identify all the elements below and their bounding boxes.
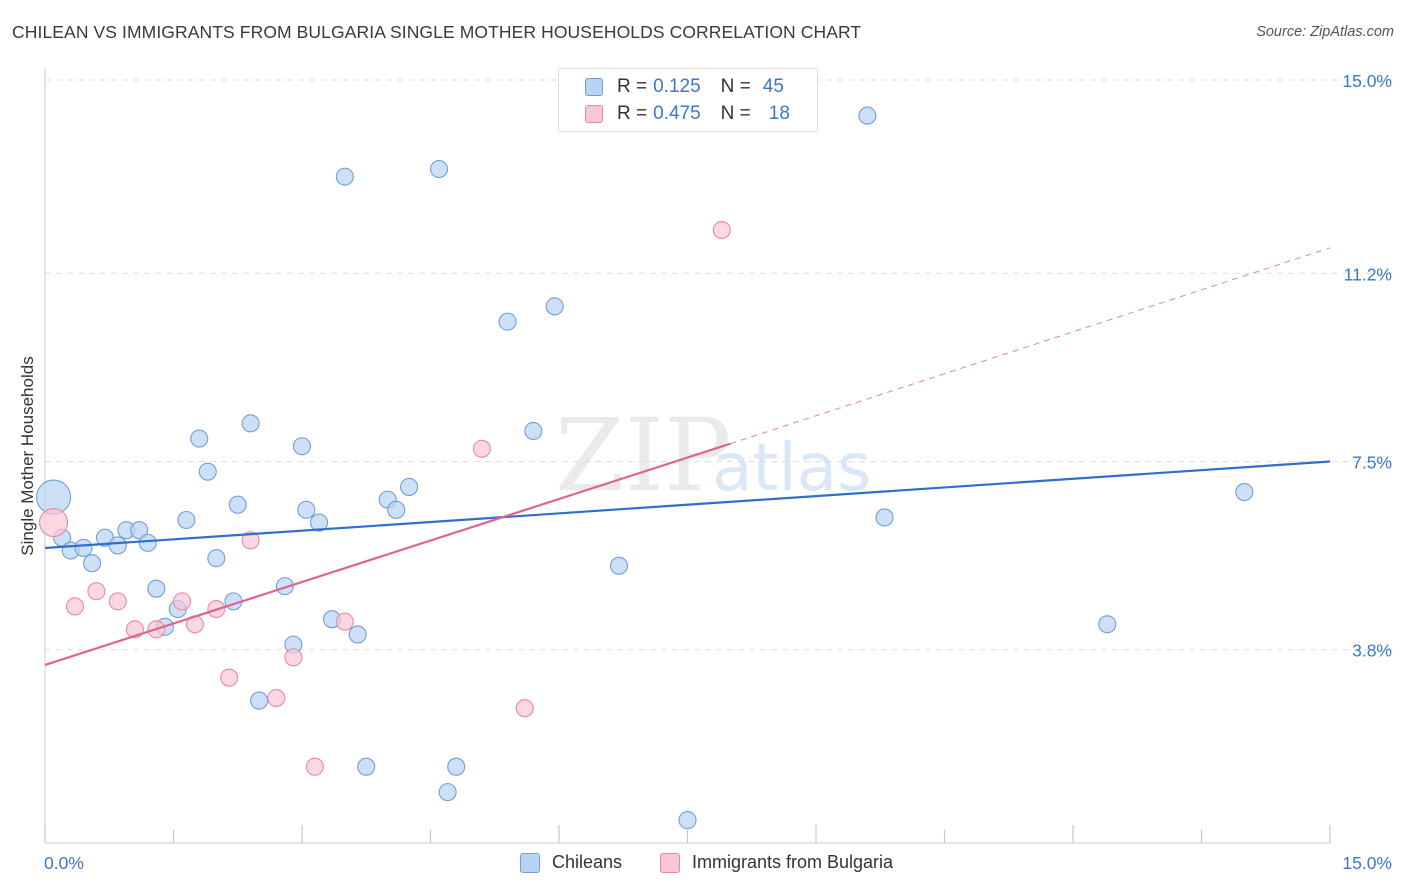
legend-item-chileans: Chileans (520, 852, 622, 873)
chilean-point (400, 477, 419, 496)
watermark-zip: ZIP (555, 397, 731, 514)
legend-r-value: 0.125 (653, 76, 701, 97)
legend-n-label: N = (720, 103, 751, 124)
chileans-legend-swatch (520, 852, 540, 873)
chileans-trend-line (44, 460, 1331, 550)
bulgaria-point (335, 612, 354, 631)
y-tick-label: 3.8% (1352, 641, 1392, 661)
bulgaria-point (305, 757, 324, 776)
bulgaria-legend-swatch (660, 852, 680, 873)
legend-item-label: Chileans (552, 852, 623, 872)
bulgaria-point (712, 221, 731, 240)
bulgaria-point (65, 597, 85, 616)
bulgaria-trend-extension (730, 247, 1331, 445)
trend-lines (44, 247, 1331, 667)
bulgaria-point (220, 668, 239, 687)
x-tick-label: 0.0% (44, 853, 84, 873)
chilean-point (241, 414, 260, 433)
y-tick-label: 15.0% (1342, 71, 1392, 91)
bulgaria-point (173, 592, 192, 611)
legend-row-chileans: R = 0.125 N = 45 (585, 74, 784, 100)
legend-n-value: 18 (768, 103, 790, 124)
x-tick-label: 15.0% (1342, 853, 1392, 873)
chilean-point (875, 508, 894, 527)
chilean-point (108, 536, 127, 555)
chilean-point (1098, 615, 1117, 634)
grid (45, 79, 1392, 651)
chilean-point (498, 312, 517, 331)
axes (44, 68, 1331, 844)
chilean-point (447, 757, 466, 776)
chilean-point (207, 549, 226, 568)
legend-n-label: N = (720, 76, 751, 97)
chilean-point (678, 811, 697, 830)
source-label: Source: ZipAtlas.com (1256, 24, 1394, 40)
bulgaria-point (39, 507, 69, 538)
chilean-point (438, 783, 457, 802)
chilean-point (250, 691, 269, 710)
y-axis-label: Single Mother Households (18, 356, 37, 556)
chilean-point (190, 429, 209, 448)
bulgaria-trend-line (44, 442, 731, 667)
chilean-point (74, 538, 93, 558)
chilean-point (430, 159, 449, 179)
tick-labels: 3.8% 7.5% 11.2% 15.0% 0.0% 15.0% (44, 71, 1392, 873)
bulgaria-point (87, 582, 106, 601)
chilean-point (138, 533, 157, 552)
legend-r-label: R = (617, 76, 648, 97)
chilean-point (387, 500, 406, 519)
chilean-point (130, 521, 149, 540)
chilean-point (348, 625, 367, 644)
bulgaria-point (284, 648, 303, 667)
watermark: ZIP atlas (555, 397, 872, 514)
chilean-point (297, 500, 316, 519)
chilean-point (228, 495, 247, 514)
legend-item-label: Immigrants from Bulgaria (692, 852, 894, 872)
bulgaria-point (267, 688, 286, 708)
bulgaria-point (241, 531, 260, 550)
bulgaria-point (515, 699, 534, 718)
chilean-point (275, 577, 294, 596)
bulgaria-point (472, 439, 491, 458)
correlation-legend: R = 0.125 N = 45 R = 0.475 N = 18 (558, 68, 818, 132)
chilean-point (292, 437, 312, 456)
chilean-point (609, 556, 629, 575)
chilean-point (858, 106, 877, 125)
legend-r-value: 0.475 (653, 103, 701, 124)
series-legend: Chileans Immigrants from Bulgaria (0, 852, 1406, 878)
legend-r-label: R = (617, 103, 648, 124)
legend-n-value: 45 (762, 76, 784, 97)
chart-title: CHILEAN VS IMMIGRANTS FROM BULGARIA SING… (12, 22, 862, 42)
chileans-swatch (585, 78, 603, 96)
legend-row-bulgaria: R = 0.475 N = 18 (585, 101, 790, 127)
legend-item-bulgaria: Immigrants from Bulgaria (660, 852, 893, 873)
chilean-point (177, 510, 196, 530)
y-tick-label: 11.2% (1344, 264, 1392, 284)
chilean-point (524, 421, 543, 441)
chilean-point (545, 297, 564, 316)
chilean-point (1235, 482, 1254, 502)
chilean-point (310, 513, 329, 532)
bulgaria-swatch (585, 105, 603, 123)
y-tick-label: 7.5% (1352, 453, 1392, 473)
bulgaria-point (108, 592, 127, 611)
chilean-point (147, 579, 166, 598)
chilean-point (335, 167, 354, 186)
chilean-point (357, 757, 376, 776)
chilean-point (198, 462, 217, 481)
chilean-point (83, 554, 102, 573)
